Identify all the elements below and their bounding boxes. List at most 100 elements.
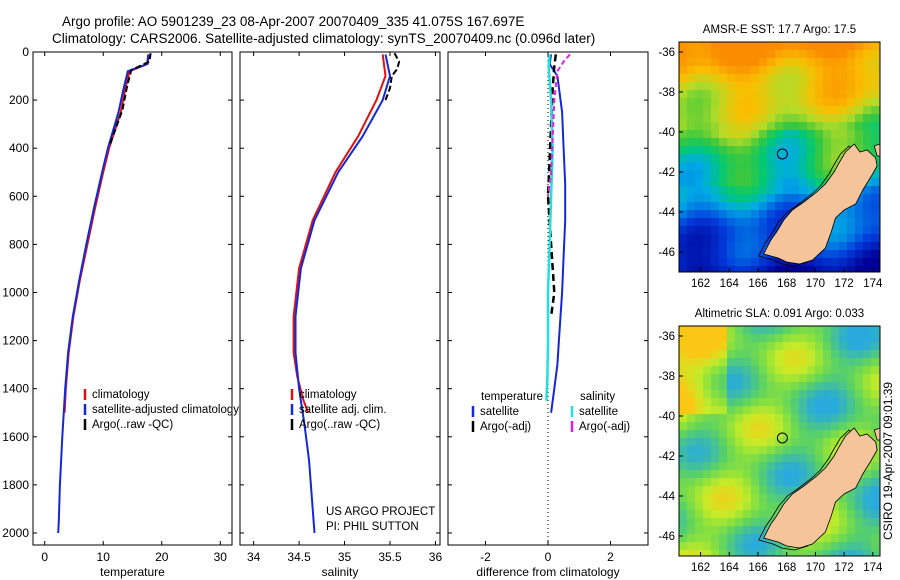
sla-cell [863, 502, 871, 510]
sst-cell [759, 178, 767, 186]
sst-cell [783, 186, 791, 194]
sst-cell [759, 266, 767, 272]
sst-cell [679, 186, 687, 194]
sla-cell [711, 358, 719, 366]
sla-cell [727, 358, 735, 366]
sst-cell [687, 186, 695, 194]
sla-cell [735, 366, 743, 374]
sst-cell [863, 114, 871, 122]
sla-cell [855, 502, 863, 510]
sla-cell [719, 486, 727, 494]
sla-cell [719, 358, 727, 366]
sla-cell [703, 510, 711, 518]
sst-cell [831, 90, 839, 98]
sst-cell [743, 146, 751, 154]
sst-cell [791, 266, 799, 272]
sst-cell [839, 226, 847, 234]
sst-cell [751, 186, 759, 194]
sst-cell [711, 178, 719, 186]
sst-cell [775, 82, 783, 90]
sla-cell [783, 454, 791, 462]
sst-cell [743, 218, 751, 226]
sla-cell [735, 526, 743, 534]
sst-cell [727, 90, 735, 98]
sst-cell [791, 106, 799, 114]
sla-cell [711, 518, 719, 526]
sst-cell [807, 114, 815, 122]
sla-cell [719, 542, 727, 550]
sst-cell [687, 226, 695, 234]
sla-cell [863, 526, 871, 534]
sla-cell [719, 422, 727, 430]
sla-cell [839, 542, 847, 550]
sst-cell [719, 66, 727, 74]
sla-cell [855, 390, 863, 398]
sla-cell [791, 438, 799, 446]
sla-cell [775, 334, 783, 342]
sst-cell [863, 266, 871, 272]
sst-cell [759, 194, 767, 202]
sla-cell [823, 326, 831, 334]
sst-cell [791, 146, 799, 154]
sst-cell [735, 234, 743, 242]
sst-cell [799, 266, 807, 272]
sla-cell [847, 358, 855, 366]
sla-cell [727, 518, 735, 526]
sst-cell [863, 194, 871, 202]
sla-cell [743, 470, 751, 478]
sla-cell [871, 430, 879, 438]
sla-cell [783, 390, 791, 398]
sst-cell [719, 162, 727, 170]
sst-cell [855, 82, 863, 90]
sst-cell [703, 234, 711, 242]
sst-cell [791, 90, 799, 98]
sst-cell [815, 106, 823, 114]
sst-cell [743, 66, 751, 74]
south-island-landmass [763, 427, 878, 549]
sla-cell [839, 398, 847, 406]
sst-cell [703, 186, 711, 194]
sla-cell [791, 406, 799, 414]
sst-cell [871, 178, 879, 186]
sst-cell [695, 170, 703, 178]
sla-cell [847, 422, 855, 430]
sst-cell [767, 90, 775, 98]
sla-cell [703, 518, 711, 526]
sst-cell [679, 146, 687, 154]
sla-cell [719, 470, 727, 478]
sla-cell [759, 414, 767, 422]
sst-cell [751, 82, 759, 90]
sst-cell [695, 74, 703, 82]
legend-label: Argo(-adj) [579, 421, 630, 433]
sst-cell [855, 42, 863, 50]
sst-cell [695, 226, 703, 234]
sst-cell [727, 146, 735, 154]
sla-cell [783, 406, 791, 414]
sst-cell [855, 66, 863, 74]
sla-cell [711, 382, 719, 390]
sst-cell [839, 122, 847, 130]
sla-cell [823, 534, 831, 542]
sla-cell [871, 502, 879, 510]
sla-cell [871, 494, 879, 502]
map-y-tick-label: -36 [658, 331, 675, 343]
sst-cell [847, 90, 855, 98]
sst-cell [759, 162, 767, 170]
sla-cell [743, 358, 751, 366]
sla-cell [743, 534, 751, 542]
sst-cell [847, 50, 855, 58]
map-panel-sla: Altimetric SLA: 0.091 Argo: 0.033 162 164 1… [658, 308, 883, 574]
sst-cell [847, 106, 855, 114]
sla-cell [759, 438, 767, 446]
sst-cell [711, 50, 719, 58]
sla-cell [815, 358, 823, 366]
sla-cell [823, 374, 831, 382]
sla-cell [735, 438, 743, 446]
sst-cell [679, 154, 687, 162]
sst-cell [727, 162, 735, 170]
sla-cell [791, 366, 799, 374]
sla-cell [735, 502, 743, 510]
sla-cell [711, 422, 719, 430]
sla-cell [711, 534, 719, 542]
sst-cell [743, 82, 751, 90]
